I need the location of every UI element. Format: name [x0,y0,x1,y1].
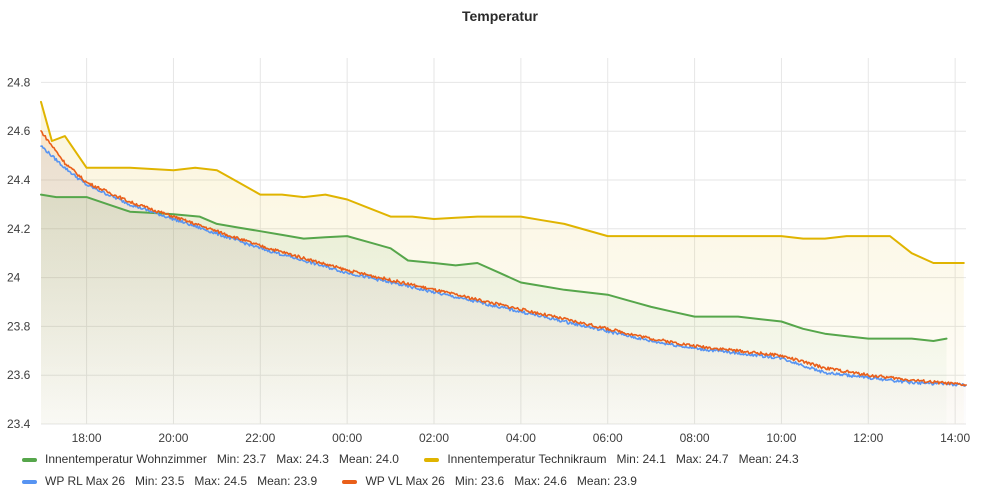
legend-max-wohnzimmer: Max: 24.3 [276,452,329,466]
x-tick-label: 12:00 [853,431,883,445]
x-tick-label: 18:00 [72,431,102,445]
legend-min-technikraum: Min: 24.1 [616,452,666,466]
y-tick-label: 24.2 [7,222,31,236]
legend-mean-wohnzimmer: Mean: 24.0 [338,452,399,466]
x-tick-label: 22:00 [245,431,275,445]
legend-min-wp-rl: Min: 23.5 [135,474,185,488]
x-tick-label: 04:00 [506,431,536,445]
series-line-wohnzimmer [40,193,948,342]
y-tick-label: 24.4 [7,173,31,187]
y-tick-label: 23.8 [7,319,31,333]
series-lines [40,100,967,387]
legend-row-1: Innentemperatur Wohnzimmer Min: 23.7 Max: … [22,448,982,470]
y-tick-label: 24.6 [7,124,31,138]
y-axis: 24.8 24.6 24.4 24.2 24 23.8 23.6 23.4 [7,75,31,431]
x-axis: 18:00 20:00 22:00 00:00 02:00 04:00 06:00 08:00… [72,431,971,445]
legend-label-wp-rl: WP RL Max 26 [45,474,126,488]
x-tick-label: 00:00 [332,431,362,445]
legend-swatch-technikraum [424,457,440,462]
y-tick-label: 23.4 [7,417,31,431]
legend-swatch-wohnzimmer [22,457,37,462]
legend-mean-technikraum: Mean: 24.3 [738,452,799,466]
legend-mean-wp-rl: Mean: 23.9 [257,474,318,488]
y-tick-label: 24 [7,271,21,285]
x-tick-label: 08:00 [680,431,710,445]
series-line-wp-vl [40,130,967,387]
legend-item-wp-vl[interactable]: WP VL Max 26 Min: 23.6 Max: 24.6 Mean: 23.9 [342,470,637,492]
x-tick-label: 02:00 [419,431,449,445]
legend-swatch-wp-vl [342,479,358,484]
legend: Innentemperatur Wohnzimmer Min: 23.7 Max: … [22,448,982,492]
legend-item-technikraum[interactable]: Innentemperatur Technikraum Min: 24.1 Max:… [424,448,799,470]
legend-label-technikraum: Innentemperatur Technikraum [447,452,607,466]
legend-mean-wp-vl: Mean: 23.9 [576,474,637,488]
x-tick-label: 06:00 [593,431,623,445]
chart-title: Temperatur [462,8,539,24]
legend-item-wp-rl[interactable]: WP RL Max 26 Min: 23.5 Max: 24.5 Mean: 23.9 [22,470,317,492]
series-fills [41,101,966,425]
legend-min-wp-vl: Min: 23.6 [454,474,505,488]
legend-max-wp-vl: Max: 24.6 [514,474,567,488]
legend-max-wp-rl: Max: 24.5 [194,474,248,488]
legend-row-2: WP RL Max 26 Min: 23.5 Max: 24.5 Mean: 23.9… [22,470,982,492]
legend-label-wohnzimmer: Innentemperatur Wohnzimmer [45,452,207,466]
y-tick-label: 24.8 [7,75,31,89]
x-tick-label: 10:00 [766,431,796,445]
x-tick-label: 20:00 [158,431,188,445]
legend-item-wohnzimmer[interactable]: Innentemperatur Wohnzimmer Min: 23.7 Max: … [22,448,399,470]
series-line-wp-rl [40,145,967,387]
legend-label-wp-vl: WP VL Max 26 [365,474,445,488]
x-tick-label: 14:00 [940,431,970,445]
legend-swatch-wp-rl [22,479,37,484]
series-line-technikraum [40,100,965,264]
legend-min-wohnzimmer: Min: 23.7 [216,452,267,466]
legend-max-technikraum: Max: 24.7 [675,452,729,466]
y-tick-label: 23.6 [7,368,31,382]
